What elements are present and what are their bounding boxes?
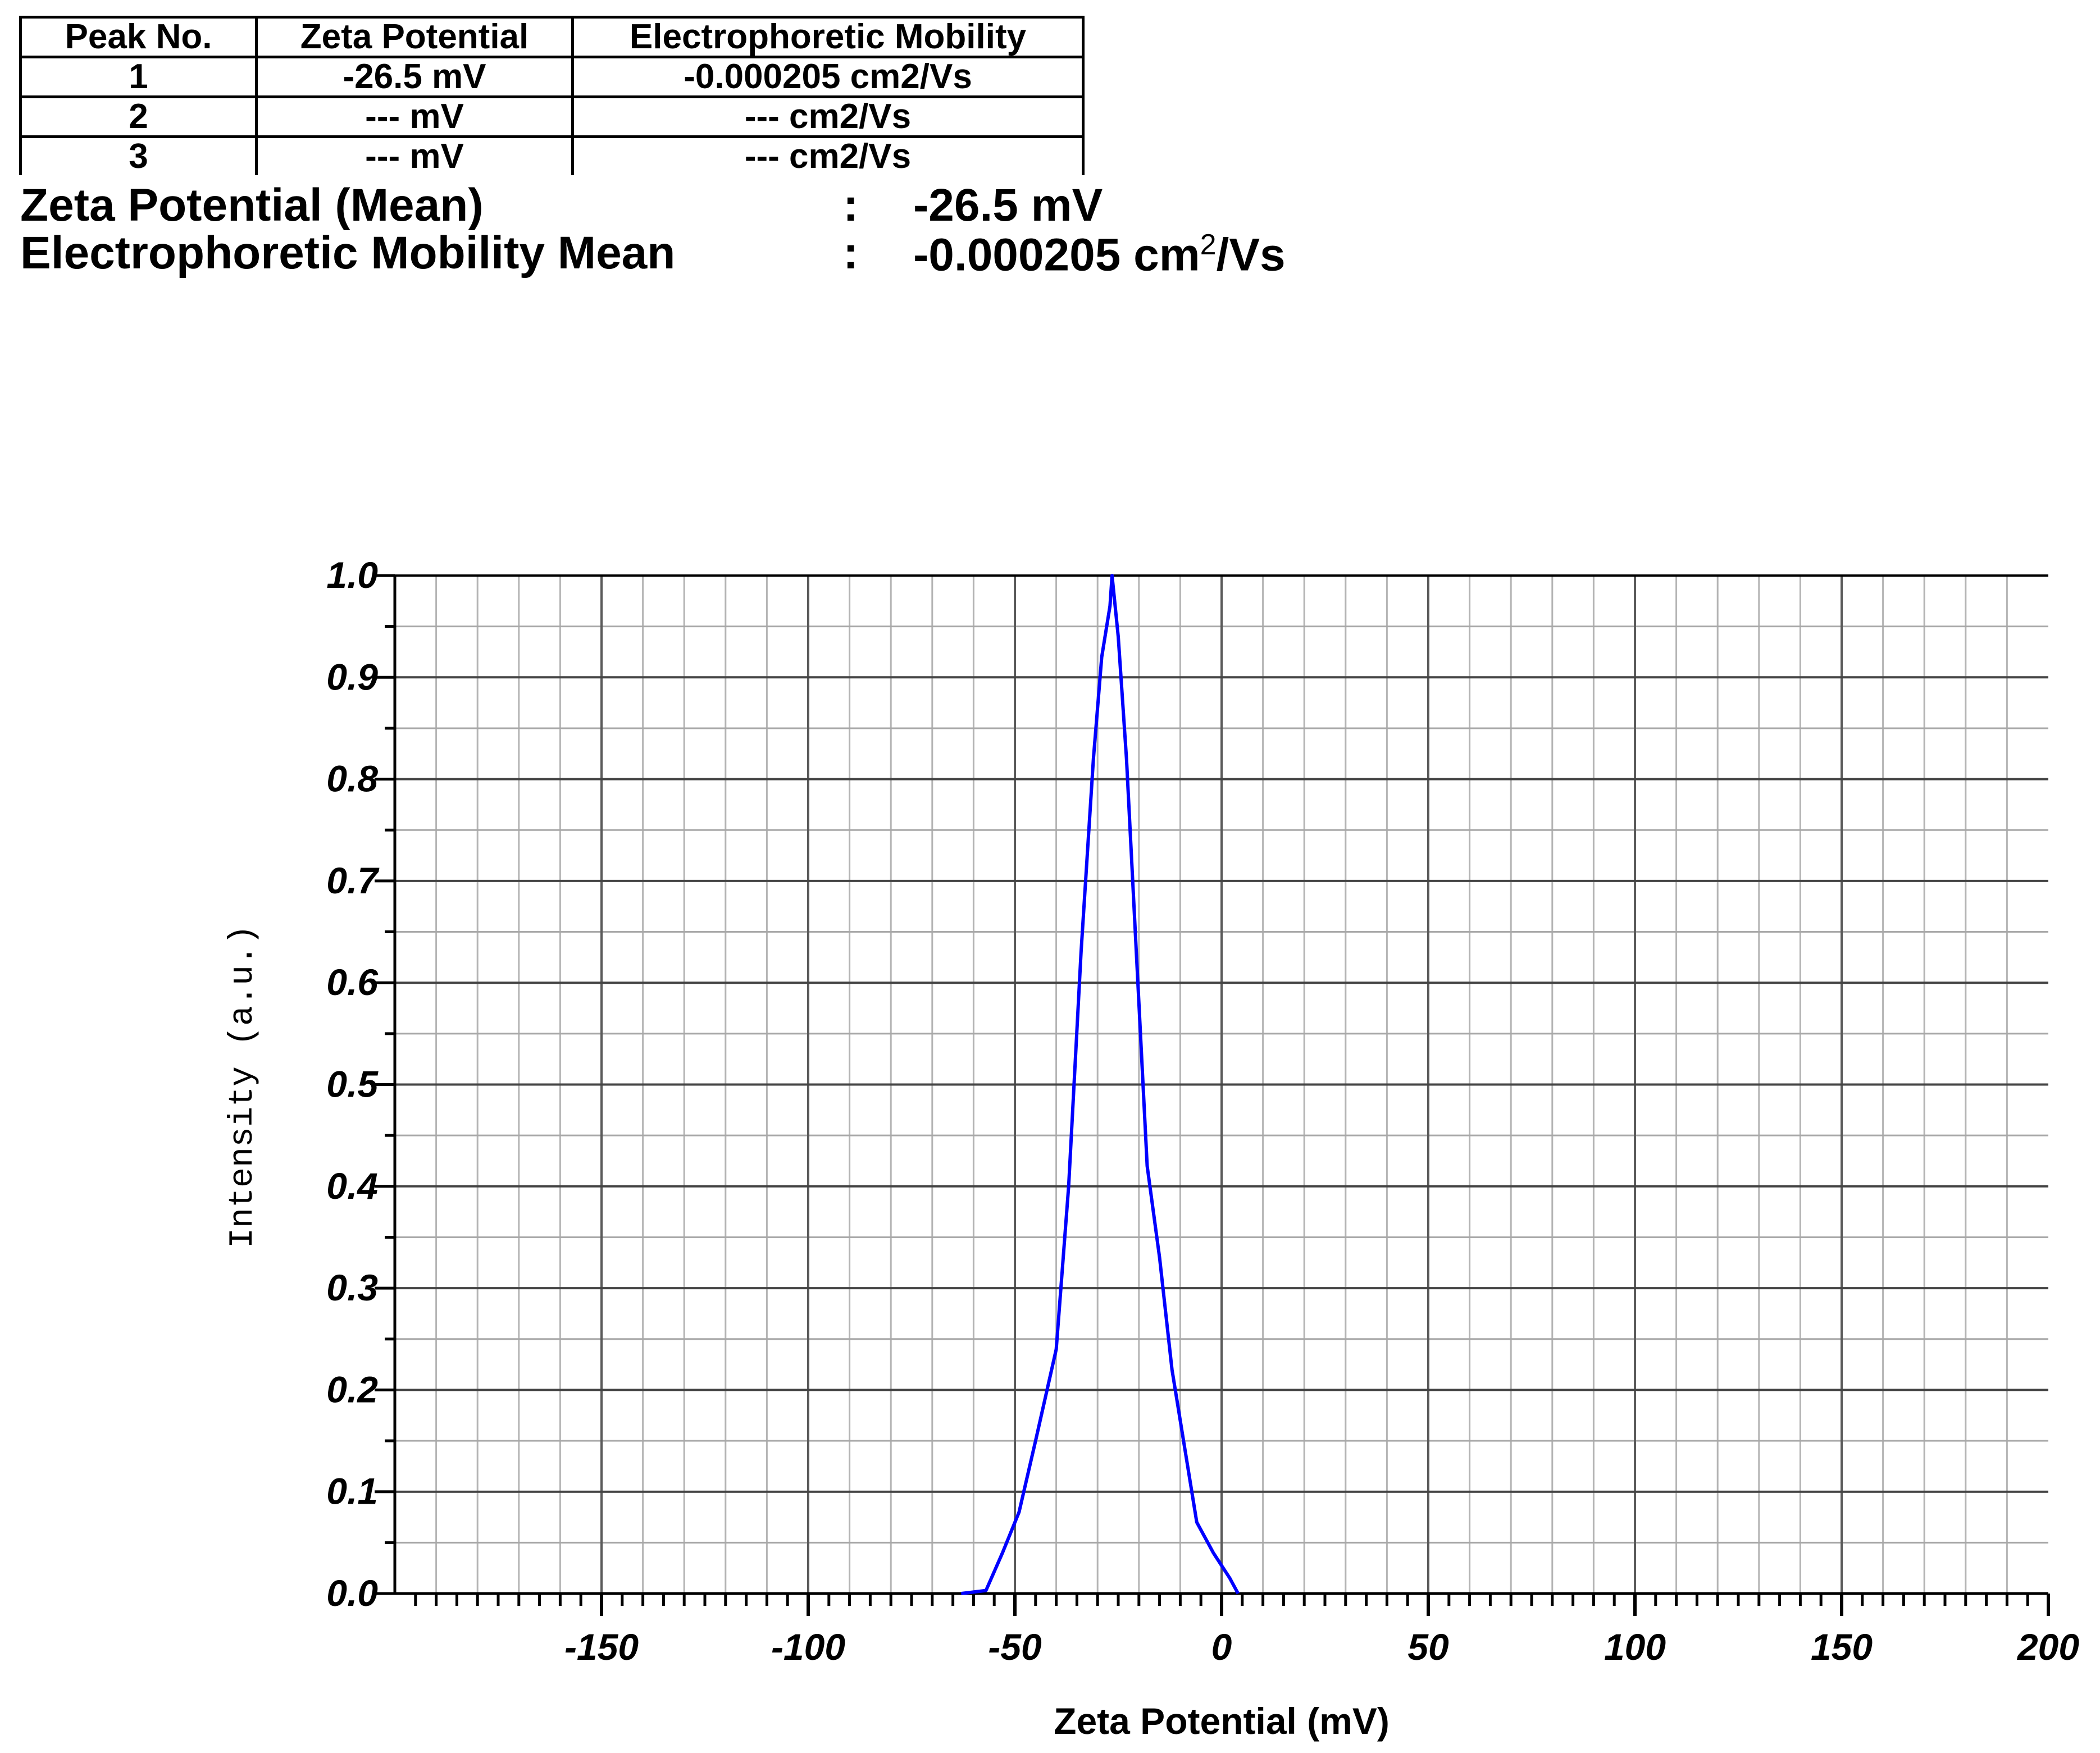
- y-tick-label: 0.1: [326, 1471, 378, 1512]
- y-tick-label: 0.5: [326, 1063, 379, 1105]
- table-header-row: Peak No. Zeta Potential Electrophoretic …: [19, 16, 1085, 58]
- x-tick-labels: -150 -100 -50 0 50 100 150 200: [564, 1626, 2079, 1668]
- zeta-mean-value: -26.5 mV: [913, 180, 1103, 231]
- y-tick-label: 0.7: [326, 860, 380, 901]
- y-tick-label: 0.9: [326, 656, 378, 697]
- y-tick-label: 0.2: [326, 1368, 378, 1410]
- mobility-cell: --- cm2/Vs: [571, 135, 1085, 175]
- x-tick-label: 50: [1407, 1626, 1449, 1668]
- zeta-potential-cell: -26.5 mV: [255, 56, 574, 98]
- major-gridlines: [395, 576, 2048, 1594]
- header-electrophoretic-mobility: Electrophoretic Mobility: [571, 16, 1085, 58]
- mobility-mean-colon: :: [843, 227, 859, 279]
- peak-table: Peak No. Zeta Potential Electrophoretic …: [19, 16, 1085, 175]
- zeta-mean-colon: :: [843, 180, 859, 231]
- mobility-cell: --- cm2/Vs: [571, 95, 1085, 138]
- mobility-mean-value: -0.000205 cm2/Vs: [913, 229, 1286, 281]
- x-tick-label: -150: [564, 1626, 639, 1668]
- zeta-mean-label: Zeta Potential (Mean): [20, 180, 484, 231]
- y-tick-labels: 0.0 0.1 0.2 0.3 0.4 0.5 0.6 0.7 0.8 0.9 1.0: [326, 554, 380, 1614]
- mobility-cell: -0.000205 cm2/Vs: [571, 56, 1085, 98]
- y-tick-label: 0.0: [326, 1572, 378, 1614]
- x-tick-label: 0: [1211, 1626, 1232, 1668]
- header-peak-no: Peak No.: [19, 16, 258, 58]
- peak-no-cell: 1: [19, 56, 258, 98]
- x-tick-label: 200: [2016, 1626, 2079, 1668]
- header-zeta-potential: Zeta Potential: [255, 16, 574, 58]
- x-tick-label: 150: [1811, 1626, 1873, 1668]
- peak-no-cell: 2: [19, 95, 258, 138]
- y-tick-label: 0.8: [326, 758, 378, 800]
- table-row: 1 -26.5 mV -0.000205 cm2/Vs: [19, 56, 1085, 98]
- y-tick-label: 0.6: [326, 961, 379, 1003]
- y-tick-label: 1.0: [326, 554, 378, 596]
- y-axis-label: Intensity (a.u.): [224, 925, 262, 1248]
- y-tick-label: 0.4: [326, 1165, 378, 1207]
- data-series: [960, 574, 1240, 1595]
- mobility-mean-label: Electrophoretic Mobility Mean: [20, 227, 676, 279]
- table-row: 3 --- mV --- cm2/Vs: [19, 135, 1085, 175]
- table-row: 2 --- mV --- cm2/Vs: [19, 95, 1085, 138]
- zeta-potential-cell: --- mV: [255, 95, 574, 138]
- y-tick-label: 0.3: [326, 1267, 378, 1308]
- x-tick-label: 100: [1604, 1626, 1666, 1668]
- peak-no-cell: 3: [19, 135, 258, 175]
- zeta-potential-cell: --- mV: [255, 135, 574, 175]
- x-tick-label: -100: [771, 1626, 845, 1668]
- intensity-line: [960, 574, 1240, 1595]
- x-tick-label: -50: [988, 1626, 1042, 1668]
- axis-ticks: [375, 574, 2050, 1616]
- x-axis-label: Zeta Potential (mV): [1054, 1700, 1390, 1742]
